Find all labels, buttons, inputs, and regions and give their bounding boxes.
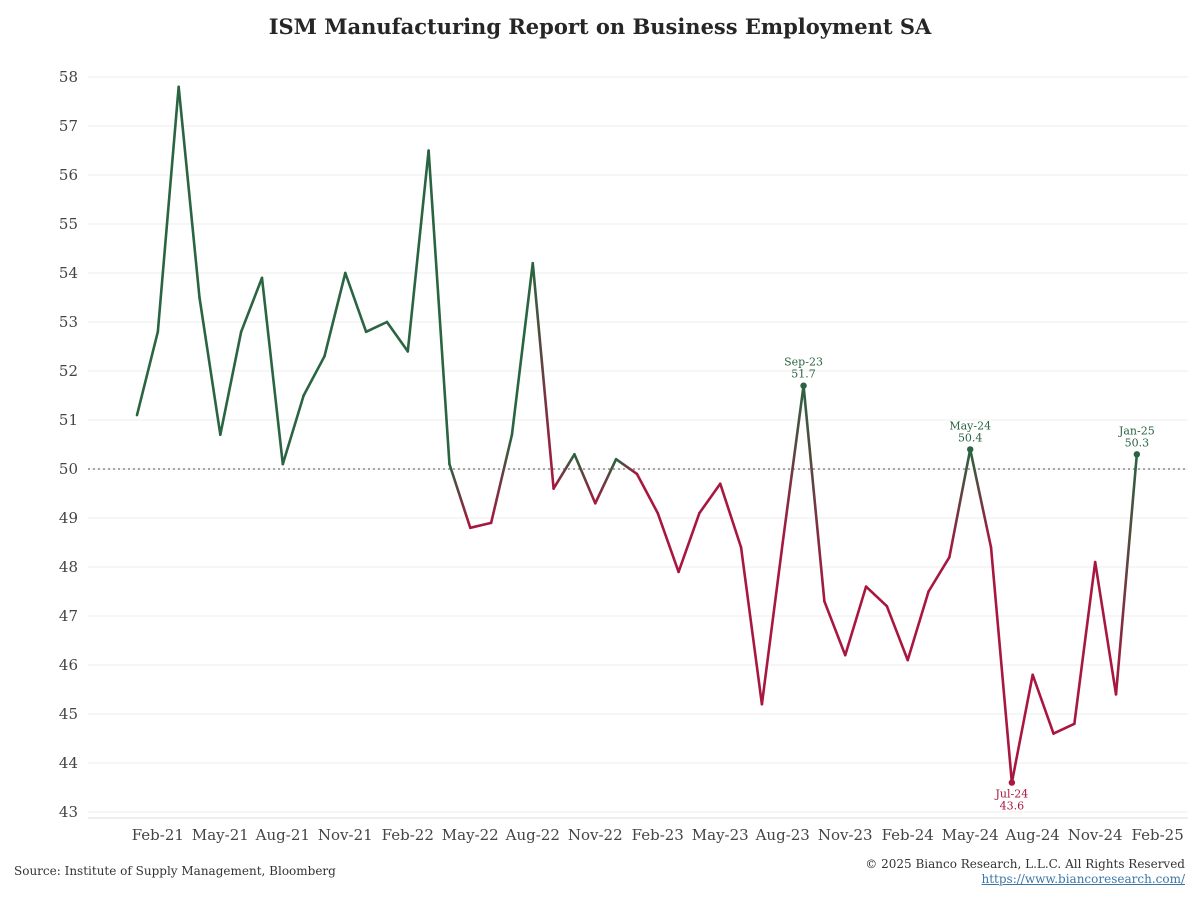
y-tick-label-53: 53 xyxy=(59,313,78,331)
x-tick-label-may-22: May-22 xyxy=(442,826,499,844)
x-tick-label-aug-23: Aug-23 xyxy=(755,826,810,844)
line-segment-aug-22 xyxy=(533,263,554,488)
x-tick-label-aug-21: Aug-21 xyxy=(255,826,310,844)
x-tick-label-feb-23: Feb-23 xyxy=(632,826,684,844)
line-segment-feb-22 xyxy=(408,151,429,352)
annotation-value-sep-23: 51.7 xyxy=(791,368,816,381)
line-segment-may-24 xyxy=(970,449,991,547)
line-chart: 43 44 45 46 47 48 49 50 51 52 53 54 55 56 57 58 Feb-21 Ma… xyxy=(0,0,1200,900)
line-segment-feb-21 xyxy=(158,87,179,332)
y-tick-label-52: 52 xyxy=(59,362,78,380)
point-jan-25 xyxy=(1134,451,1140,457)
y-tick-label-45: 45 xyxy=(59,705,78,723)
x-tick-label-feb-21: Feb-21 xyxy=(132,826,184,844)
x-tick-label-feb-25: Feb-25 xyxy=(1132,826,1184,844)
y-tick-label-49: 49 xyxy=(59,509,78,527)
copyright-notice: © 2025 Bianco Research, L.L.C. All Right… xyxy=(865,857,1185,871)
line-segment-jan-23 xyxy=(637,474,658,513)
y-tick-label-47: 47 xyxy=(59,607,78,625)
x-tick-label-aug-22: Aug-22 xyxy=(505,826,560,844)
line-segment-jan-22 xyxy=(387,322,408,351)
line-segment-mar-21 xyxy=(179,87,200,298)
y-tick-label-54: 54 xyxy=(59,264,78,282)
line-segment-sep-24 xyxy=(1054,724,1075,734)
x-tick-label-nov-24: Nov-24 xyxy=(1068,826,1123,844)
x-tick-label-may-24: May-24 xyxy=(942,826,999,844)
line-segment-nov-23 xyxy=(845,587,866,656)
line-segment-oct-21 xyxy=(324,273,345,356)
point-jul-24 xyxy=(1009,779,1015,785)
y-tick-label-57: 57 xyxy=(59,117,78,135)
chart-title: ISM Manufacturing Report on Business Emp… xyxy=(0,14,1200,39)
line-segment-feb-23 xyxy=(658,513,679,572)
line-segment-aug-21 xyxy=(283,396,304,465)
website-link[interactable]: https://www.biancoresearch.com/ xyxy=(981,872,1185,886)
x-tick-label-nov-22: Nov-22 xyxy=(568,826,623,844)
line-segment-mar-24 xyxy=(929,557,950,591)
x-tick-label-nov-23: Nov-23 xyxy=(818,826,873,844)
line-segment-nov-22 xyxy=(595,459,616,503)
source-note: Source: Institute of Supply Management, … xyxy=(14,864,336,878)
y-tick-label-56: 56 xyxy=(59,166,78,184)
line-segment-jun-21 xyxy=(241,278,262,332)
line-segment-apr-23 xyxy=(699,484,720,513)
point-may-24 xyxy=(967,446,973,452)
line-segment-mar-23 xyxy=(679,513,700,572)
y-tick-label-58: 58 xyxy=(59,68,78,86)
x-tick-label-feb-24: Feb-24 xyxy=(882,826,934,844)
y-tick-label-51: 51 xyxy=(59,411,78,429)
point-sep-23 xyxy=(800,383,806,389)
y-tick-label-50: 50 xyxy=(59,460,78,478)
annotation-value-may-24: 50.4 xyxy=(958,431,983,444)
line-segment-sep-23 xyxy=(804,386,825,602)
x-tick-label-may-23: May-23 xyxy=(692,826,749,844)
line-segment-mar-22 xyxy=(429,151,450,465)
annotation-value-jul-24: 43.6 xyxy=(1000,800,1025,813)
line-segment-feb-24 xyxy=(908,592,929,661)
line-segment-dec-24 xyxy=(1116,454,1137,694)
line-segment-dec-22 xyxy=(616,459,637,474)
y-tick-label-55: 55 xyxy=(59,215,78,233)
line-segment-jun-22 xyxy=(491,435,512,523)
y-tick-label-46: 46 xyxy=(59,656,78,674)
line-segment-oct-24 xyxy=(1074,562,1095,724)
line-segment-jan-24 xyxy=(887,606,908,660)
line-segment-dec-23 xyxy=(866,587,887,607)
line-segment-jan-21 xyxy=(137,332,158,415)
line-segment-jul-22 xyxy=(512,263,533,435)
line-segment-jun-23 xyxy=(741,547,762,704)
x-tick-label-aug-24: Aug-24 xyxy=(1005,826,1060,844)
x-tick-label-nov-21: Nov-21 xyxy=(318,826,373,844)
annotation-value-jan-25: 50.3 xyxy=(1125,436,1150,449)
line-segment-apr-24 xyxy=(949,449,970,557)
y-tick-label-43: 43 xyxy=(59,803,78,821)
line-segment-sep-22 xyxy=(554,454,575,488)
line-segment-may-22 xyxy=(470,523,491,528)
x-tick-label-may-21: May-21 xyxy=(192,826,249,844)
line-segment-jul-24 xyxy=(1012,675,1033,783)
line-segment-may-23 xyxy=(720,484,741,548)
x-tick-label-feb-22: Feb-22 xyxy=(382,826,434,844)
line-segment-oct-22 xyxy=(574,454,595,503)
line-segment-aug-23 xyxy=(783,386,804,543)
line-segment-may-21 xyxy=(220,332,241,435)
line-segment-sep-21 xyxy=(304,356,325,395)
line-segment-nov-24 xyxy=(1095,562,1116,694)
line-segment-nov-21 xyxy=(345,273,366,332)
y-tick-label-48: 48 xyxy=(59,558,78,576)
line-segment-dec-21 xyxy=(366,322,387,332)
y-tick-label-44: 44 xyxy=(59,754,78,772)
line-segment-apr-21 xyxy=(199,298,220,435)
line-segment-oct-23 xyxy=(824,601,845,655)
line-segment-aug-24 xyxy=(1033,675,1054,734)
